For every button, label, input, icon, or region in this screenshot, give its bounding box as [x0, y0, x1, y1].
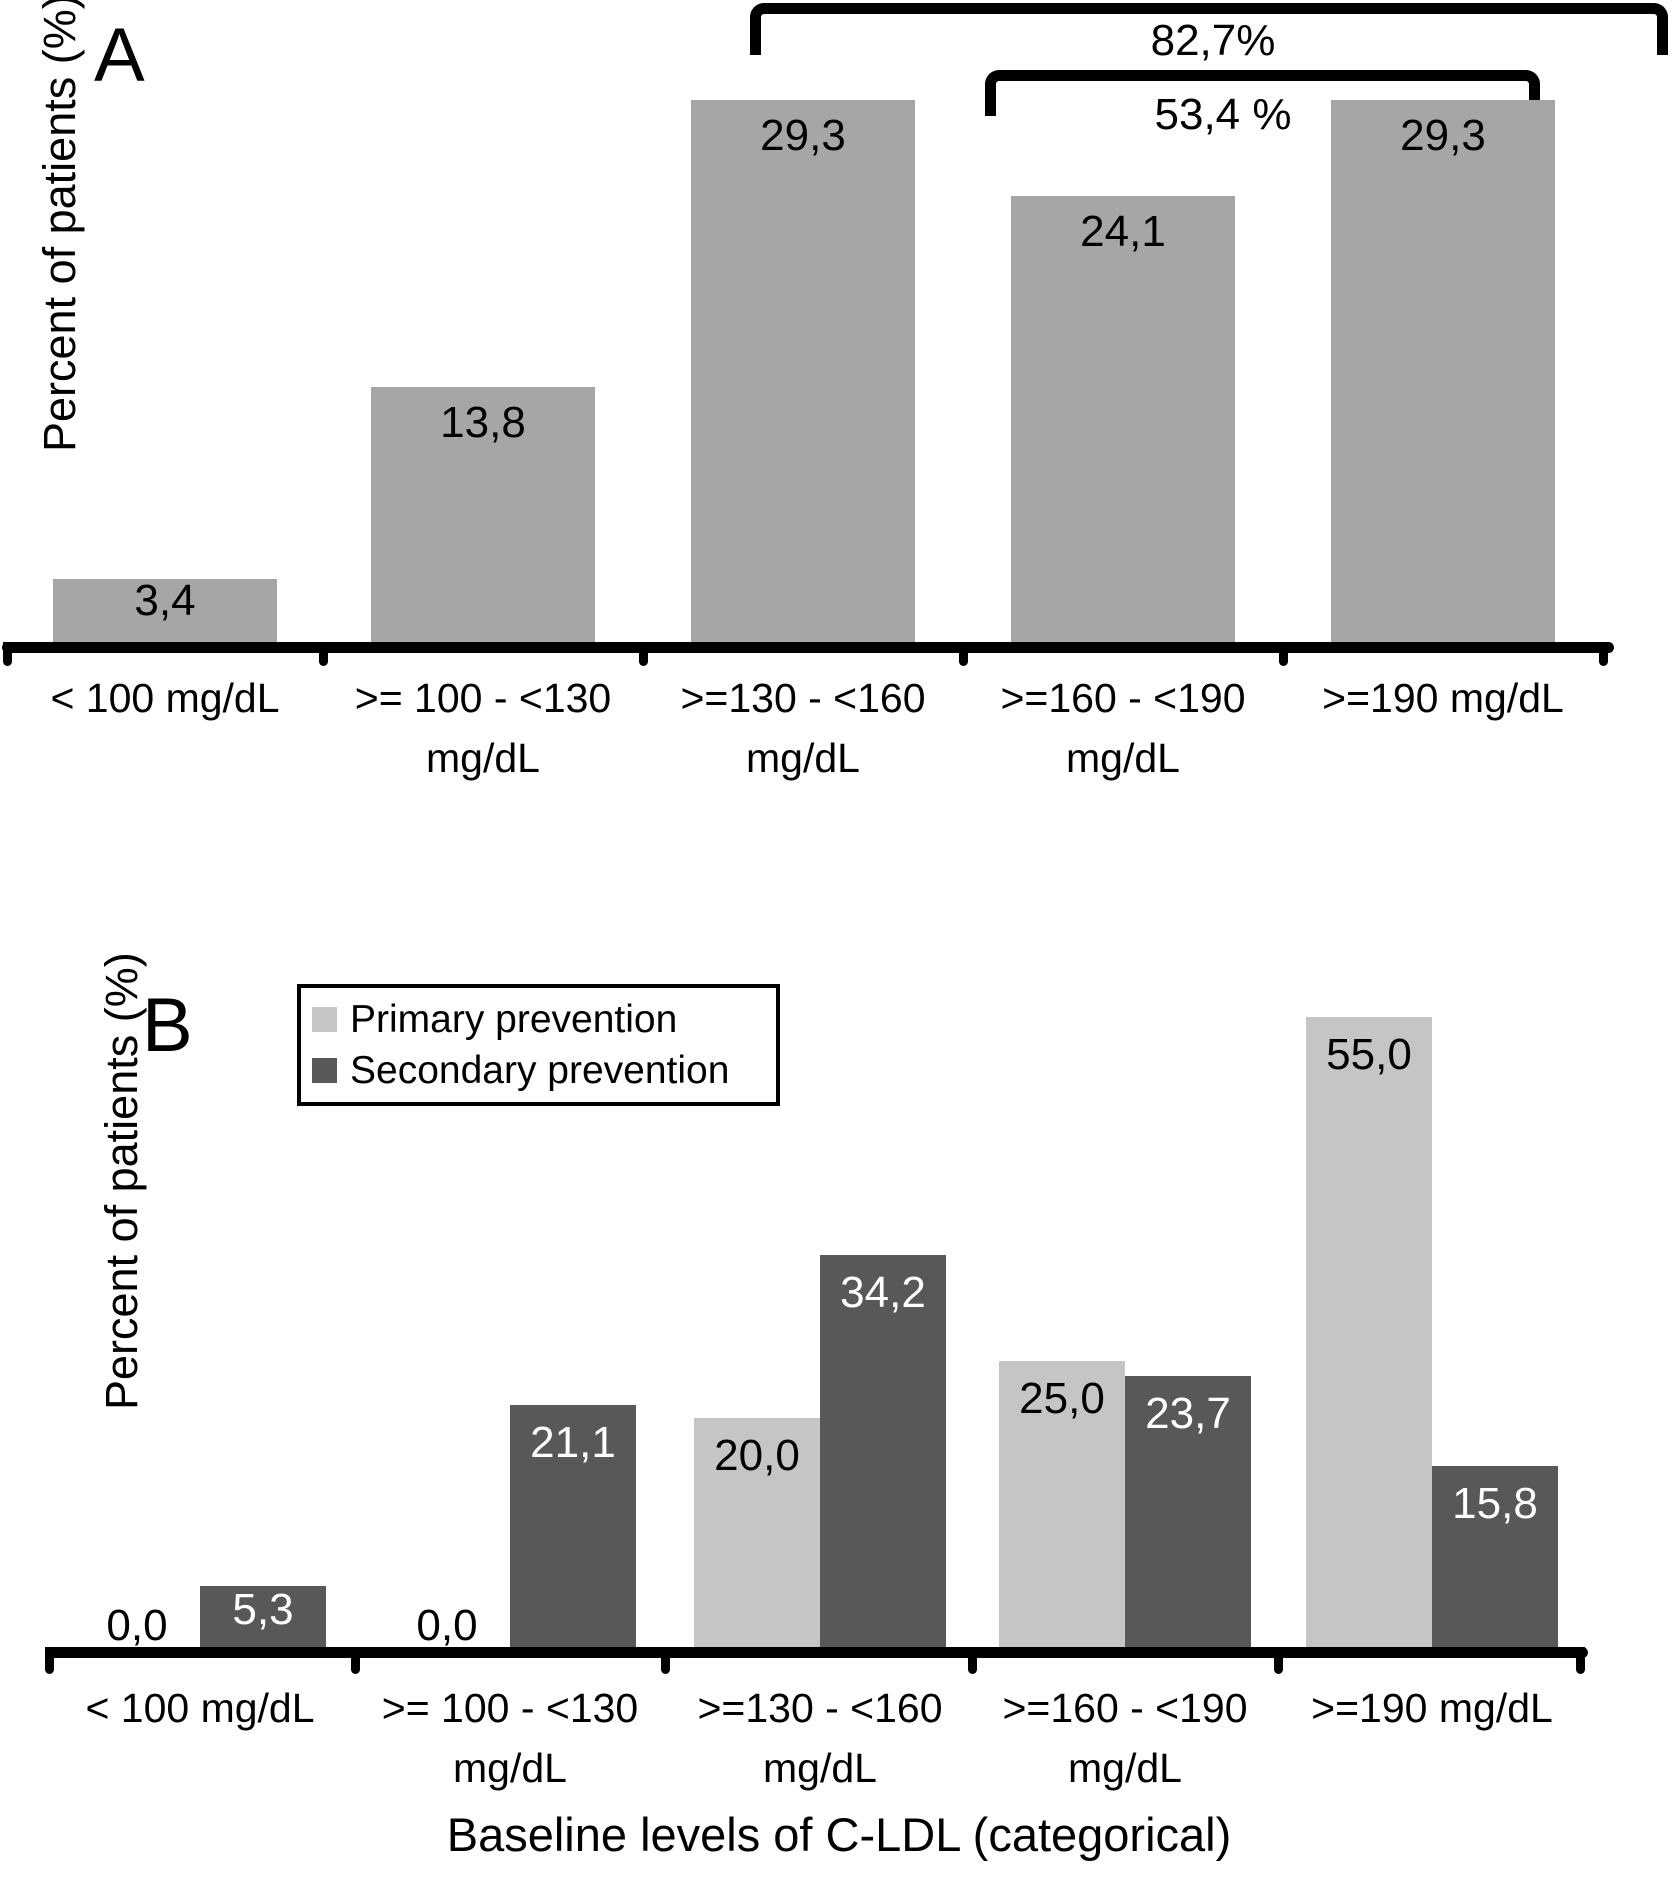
bar-b-s2-3 — [820, 1255, 946, 1647]
bar-a-1 — [53, 579, 277, 642]
bracket-outer — [750, 3, 1668, 55]
bracket-inner-label: 53,4 % — [1154, 90, 1292, 139]
legend: Primary prevention Secondary prevention — [297, 984, 780, 1106]
bar-b-value-label: 23,7 — [1145, 1389, 1231, 1438]
bar-b-s1-4 — [999, 1361, 1125, 1647]
panel-b-category-label: >= 100 - <130 mg/dL — [381, 1685, 639, 1791]
bar-a-value-label: 29,3 — [1400, 111, 1486, 160]
bar-b-s2-1 — [200, 1586, 326, 1647]
bar-b-zero-value-label: 0,0 — [106, 1601, 168, 1650]
panel-a-category-label: >=130 - <160 mg/dL — [680, 675, 926, 781]
panel-a-axis-tick — [319, 642, 328, 666]
bar-b-s2-2 — [510, 1405, 636, 1647]
panel-b-axis-tick — [351, 1647, 360, 1674]
bar-a-5 — [1331, 100, 1555, 642]
bar-b-value-label: 21,1 — [530, 1418, 616, 1467]
panel-a-letter: A — [94, 13, 145, 98]
bar-b-value-label: 34,2 — [840, 1268, 926, 1317]
bar-b-value-label: 55,0 — [1326, 1030, 1412, 1079]
x-axis-title: Baseline levels of C-LDL (categorical) — [446, 1808, 1232, 1861]
panel-b-category-label: >=130 - <160 mg/dL — [697, 1685, 943, 1791]
legend-label-primary: Primary prevention — [350, 998, 678, 1041]
panel-b-axis-tick — [661, 1647, 670, 1674]
bar-a-3 — [691, 100, 915, 642]
panel-a-axis-tick — [959, 642, 968, 666]
panel-a-axis-tick — [3, 642, 12, 666]
bar-b-value-label: 5,3 — [232, 1585, 294, 1634]
panel-a-category-label: >=160 - <190 mg/dL — [1000, 675, 1246, 781]
panel-b-x-axis — [45, 1647, 1588, 1658]
panel-a-axis-tick — [1599, 642, 1608, 666]
panel-b-axis-tick — [1274, 1647, 1283, 1674]
legend-item-secondary: Secondary prevention — [312, 1051, 776, 1090]
bar-a-4 — [1011, 196, 1235, 642]
bar-b-value-label: 15,8 — [1452, 1479, 1538, 1528]
bar-b-value-label: 25,0 — [1019, 1374, 1105, 1423]
panel-b-y-axis-label: Percent of patients (%) — [96, 952, 147, 1410]
panel-a-y-axis-label: Percent of patients (%) — [34, 0, 85, 452]
panel-b-letter: B — [142, 983, 193, 1068]
primary-prevention-swatch-icon — [312, 1007, 337, 1032]
panel-b-category-label: >=160 - <190 mg/dL — [1002, 1685, 1248, 1791]
panel-a-axis-tick — [639, 642, 648, 666]
bar-a-2 — [371, 387, 595, 642]
bar-b-zero-value-label: 0,0 — [416, 1601, 478, 1650]
bar-b-s1-5 — [1306, 1017, 1432, 1647]
bar-a-value-label: 29,3 — [760, 111, 846, 160]
panel-b-axis-tick — [968, 1647, 977, 1674]
legend-item-primary: Primary prevention — [312, 1000, 776, 1039]
bar-b-s2-4 — [1125, 1376, 1251, 1647]
bar-a-value-label: 24,1 — [1080, 207, 1166, 256]
panel-b-axis-tick — [1576, 1647, 1585, 1674]
secondary-prevention-swatch-icon — [312, 1058, 337, 1083]
panel-a-axis-tick — [1279, 642, 1288, 666]
panel-b-category-label: >=190 mg/dL — [1311, 1685, 1553, 1731]
bracket-outer-label: 82,7% — [1150, 16, 1276, 65]
panel-b-axis-tick — [45, 1647, 54, 1674]
bracket-inner — [985, 70, 1540, 116]
panel-a-x-axis — [2, 642, 1614, 653]
panel-a-category-label: >= 100 - <130 mg/dL — [354, 675, 612, 781]
bar-b-s1-3 — [694, 1418, 820, 1647]
panel-a-category-label: >=190 mg/dL — [1322, 675, 1564, 721]
panel-a-category-label: < 100 mg/dL — [50, 675, 280, 721]
legend-label-secondary: Secondary prevention — [350, 1049, 730, 1092]
panel-b-category-label: < 100 mg/dL — [85, 1685, 315, 1731]
bar-a-value-label: 3,4 — [134, 576, 196, 625]
bar-b-value-label: 20,0 — [714, 1431, 800, 1480]
bar-a-value-label: 13,8 — [440, 398, 526, 447]
bar-b-s2-5 — [1432, 1466, 1558, 1647]
